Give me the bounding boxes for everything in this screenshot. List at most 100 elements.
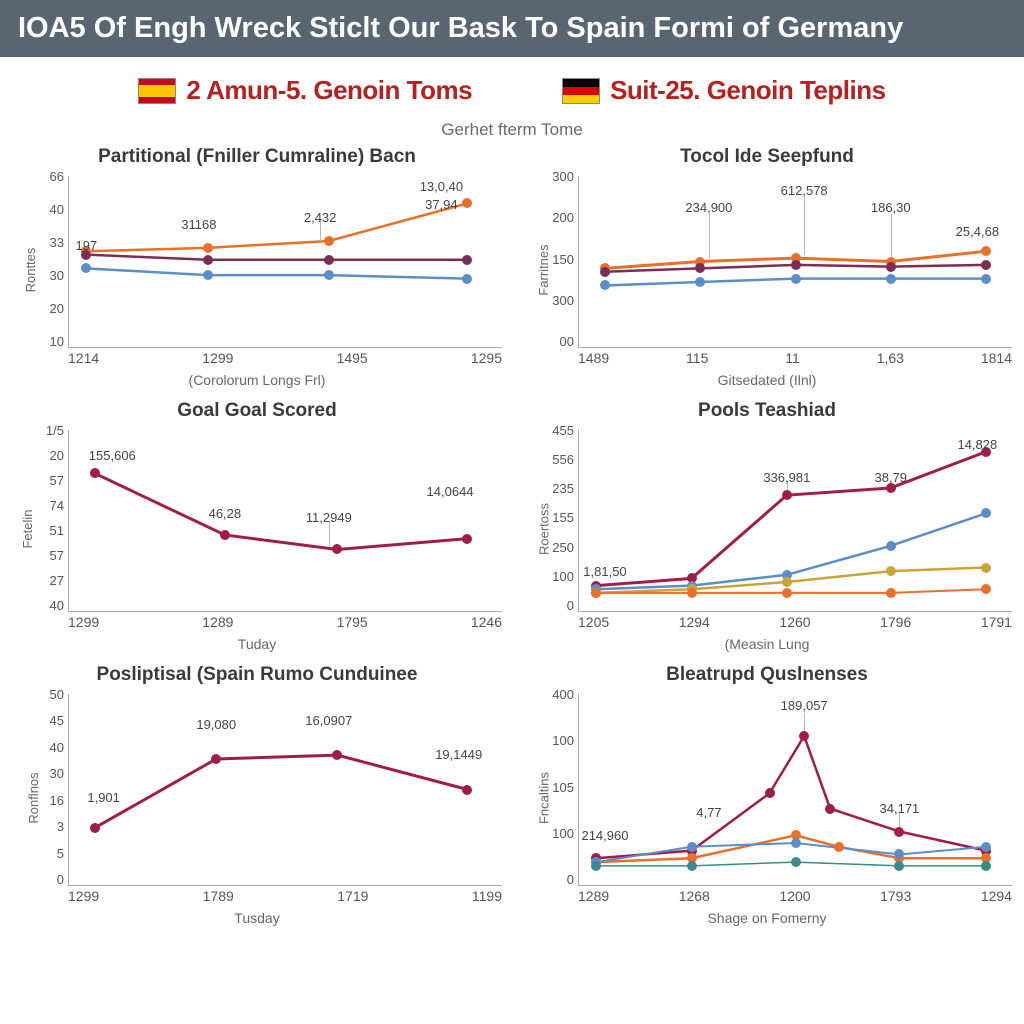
- x-tick: 1796: [880, 614, 911, 634]
- data-marker: [981, 861, 991, 871]
- data-marker: [324, 270, 334, 280]
- data-marker: [462, 785, 472, 795]
- x-tick: 1214: [68, 350, 99, 370]
- data-marker: [90, 823, 100, 833]
- point-label: 4,77: [696, 805, 721, 820]
- data-marker: [203, 255, 213, 265]
- x-tick: 1246: [471, 614, 502, 634]
- x-ticks: 1299178917191199: [68, 888, 502, 908]
- point-label: 14,0644: [427, 484, 474, 499]
- point-label: 19,1449: [435, 747, 482, 762]
- y-tick: 0: [24, 873, 64, 886]
- y-tick: 40: [24, 599, 64, 612]
- chart-2: Goal Goal ScoredFetelin1/520577451572740…: [6, 396, 508, 656]
- chart-title: Goal Goal Scored: [6, 396, 508, 424]
- x-axis-label: Tuday: [6, 634, 508, 652]
- y-ticks: 30020015030000: [534, 170, 574, 348]
- y-tick: 16: [24, 794, 64, 807]
- series-line: [86, 203, 467, 251]
- data-marker: [791, 838, 801, 848]
- chart-area: Ronflnos50454030163501,90119,08016,09071…: [6, 688, 508, 908]
- point-label: 234,900: [685, 200, 732, 215]
- y-tick: 250: [534, 541, 574, 554]
- chart-title: Bleatrupd Quslnenses: [516, 660, 1018, 688]
- page-header: IOA5 Of Engh Wreck Sticlt Our Bask To Sp…: [0, 0, 1024, 57]
- x-tick: 1814: [981, 350, 1012, 370]
- y-tick: 235: [534, 482, 574, 495]
- data-marker: [791, 260, 801, 270]
- y-tick: 300: [534, 294, 574, 307]
- data-marker: [687, 861, 697, 871]
- point-label: 38,79: [874, 470, 907, 485]
- x-tick: 1294: [679, 614, 710, 634]
- data-marker: [981, 260, 991, 270]
- y-tick: 74: [24, 499, 64, 512]
- data-marker: [782, 577, 792, 587]
- y-tick: 57: [24, 474, 64, 487]
- point-label: 31168: [181, 217, 216, 232]
- x-axis-label: Gitsedated (Ilnl): [516, 370, 1018, 388]
- y-tick: 10: [24, 335, 64, 348]
- data-marker: [332, 544, 342, 554]
- data-marker: [886, 566, 896, 576]
- callout-line: [891, 214, 892, 258]
- data-marker: [324, 255, 334, 265]
- x-tick: 1,63: [877, 350, 904, 370]
- data-marker: [591, 861, 601, 871]
- point-label: 13,0,40: [420, 179, 463, 194]
- chart-3: Pools TeashiadRoertoss455556235155250100…: [516, 396, 1018, 656]
- x-axis-label: (Corolorum Longs Frl): [6, 370, 508, 388]
- point-label: 155,606: [89, 448, 136, 463]
- chart-svg: [579, 430, 1012, 611]
- data-marker: [886, 274, 896, 284]
- x-axis-label: Shage on Fomerny: [516, 908, 1018, 926]
- x-tick: 1789: [203, 888, 234, 908]
- data-marker: [462, 274, 472, 284]
- data-marker: [600, 280, 610, 290]
- point-label: 197: [75, 238, 97, 253]
- point-label: 19,080: [196, 717, 236, 732]
- y-tick: 105: [534, 781, 574, 794]
- y-tick: 40: [24, 741, 64, 754]
- legend-row: 2 Amun-5. Genoin Toms Suit-25. Genoin Te…: [0, 57, 1024, 114]
- chart-0: Partitional (Fniller Cumraline) BacnRont…: [6, 142, 508, 392]
- y-tick: 0: [534, 599, 574, 612]
- series-line: [95, 755, 467, 828]
- point-label: 186,30: [871, 200, 911, 215]
- y-tick: 100: [534, 570, 574, 583]
- plot-area: 234,900612,578186,3025,4,68: [578, 176, 1012, 348]
- data-marker: [825, 804, 835, 814]
- point-label: 25,4,68: [956, 224, 999, 239]
- data-marker: [591, 588, 601, 598]
- y-tick: 30: [24, 767, 64, 780]
- chart-5: Bleatrupd QuslnensesFncaltins40010010510…: [516, 660, 1018, 930]
- series-line: [86, 268, 467, 278]
- data-marker: [600, 267, 610, 277]
- legend-germany: Suit-25. Genoin Teplins: [562, 75, 886, 106]
- plot-area: 197311682,43213,0,4037,94: [68, 176, 502, 348]
- data-marker: [203, 270, 213, 280]
- x-tick: 115: [686, 350, 708, 370]
- point-label: 1,901: [87, 790, 120, 805]
- data-marker: [782, 588, 792, 598]
- chart-4: Posliptisal (Spain Rumo CunduineeRonflno…: [6, 660, 508, 930]
- data-marker: [886, 588, 896, 598]
- data-marker: [894, 849, 904, 859]
- x-ticks: 1214129914951295: [68, 350, 502, 370]
- data-marker: [765, 788, 775, 798]
- chart-area: Ronttes664033302010197311682,43213,0,403…: [6, 170, 508, 370]
- x-tick: 1199: [472, 888, 502, 908]
- y-tick: 0: [534, 873, 574, 886]
- data-marker: [211, 754, 221, 764]
- y-tick: 66: [24, 170, 64, 183]
- y-tick: 45: [24, 714, 64, 727]
- point-label: 11,2949: [306, 510, 352, 525]
- data-marker: [799, 731, 809, 741]
- x-tick: 1295: [471, 350, 502, 370]
- plot-area: 1,90119,08016,090719,1449: [68, 694, 502, 886]
- point-label: 1,81,50: [583, 564, 626, 579]
- data-marker: [462, 255, 472, 265]
- x-tick: 1289: [578, 888, 609, 908]
- callout-line: [804, 197, 805, 255]
- y-tick: 20: [24, 302, 64, 315]
